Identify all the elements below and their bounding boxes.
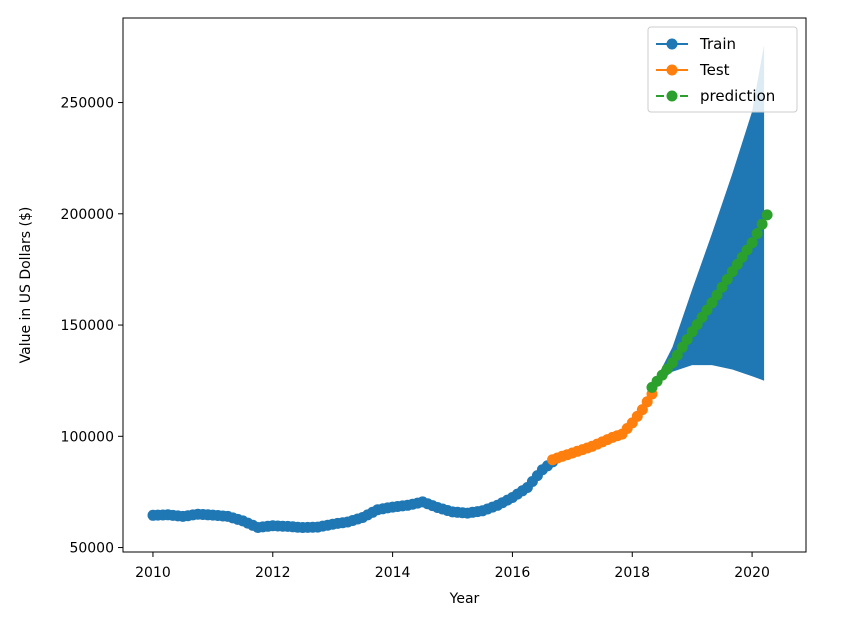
x-tick-label: 2020	[734, 565, 770, 581]
legend-entry-train: Train	[656, 35, 736, 53]
data-point-prediction	[681, 334, 693, 345]
data-point-prediction	[746, 237, 758, 249]
y-axis-label: Value in US Dollars ($)	[18, 207, 34, 364]
y-tick-label: 150000	[61, 318, 114, 334]
x-tick-label: 2014	[375, 565, 411, 581]
series-prediction	[646, 209, 773, 393]
legend-entry-test: Test	[656, 61, 730, 79]
confidence-band	[652, 44, 765, 388]
legend-label: prediction	[700, 87, 775, 105]
plot-frame	[122, 17, 807, 553]
axes-layer: 2010 2012 2014 2016 2018 2020 50000 100000 15000…	[61, 17, 807, 581]
x-tick-label: 2010	[135, 565, 171, 581]
legend-marker	[666, 38, 678, 50]
legend-box	[647, 26, 798, 113]
y-tick-label: 50000	[69, 541, 114, 557]
x-tick-label: 2018	[614, 565, 650, 581]
legend-marker	[666, 90, 678, 102]
y-tick-label: 200000	[61, 207, 114, 223]
data-point-prediction	[761, 209, 773, 221]
confidence-band-layer	[652, 44, 765, 388]
legend: Train Test prediction	[647, 26, 798, 113]
x-tick-label: 2016	[495, 565, 531, 581]
x-tick-label: 2012	[255, 565, 291, 581]
data-point-prediction	[711, 289, 723, 301]
legend-label: Train	[699, 35, 736, 53]
series-test	[547, 388, 658, 466]
data-point-prediction	[716, 281, 728, 293]
x-axis-label: Year	[449, 591, 480, 607]
y-tick-label: 250000	[61, 96, 114, 112]
legend-marker	[666, 64, 678, 76]
y-tick-label: 100000	[61, 429, 114, 445]
data-point-prediction	[721, 273, 733, 285]
series-train	[147, 456, 559, 533]
data-point-prediction	[706, 297, 718, 309]
legend-label: Test	[699, 61, 730, 79]
legend-entry-prediction: prediction	[656, 87, 775, 105]
data-point-prediction	[751, 228, 763, 239]
data-point-prediction	[671, 349, 683, 361]
series-layer	[147, 209, 773, 533]
data-point-prediction	[756, 218, 768, 230]
